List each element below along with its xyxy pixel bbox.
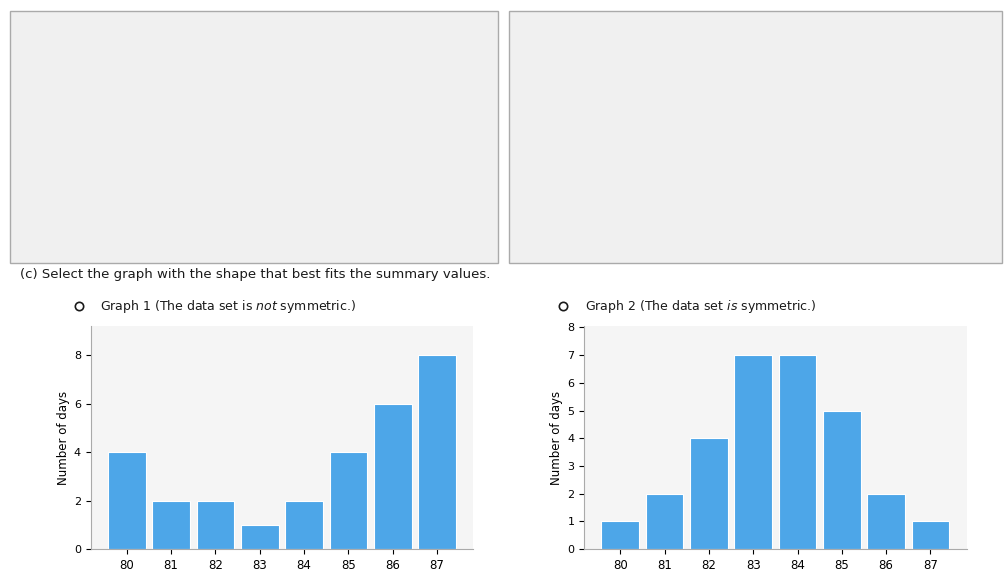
Bar	[196, 500, 235, 549]
Bar	[108, 452, 146, 549]
Text: (b) Select the best description of $\it{center}$ for the data set.: (b) Select the best description of $\it{…	[529, 19, 904, 36]
Text: The difference between the largest and smallest
temperature (in °F) is 31. (This: The difference between the largest and s…	[68, 187, 420, 239]
Y-axis label: Number of days: Number of days	[550, 391, 563, 484]
Text: (a) Select the best description of $\it{spread}$ for the data set.: (a) Select the best description of $\it{…	[29, 19, 408, 36]
Text: Graph 1 (The data set is $\it{not}$ symmetric.): Graph 1 (The data set is $\it{not}$ symm…	[100, 297, 356, 315]
Bar	[601, 522, 639, 549]
Text: Based on the range, we see that the “average”
temperature (in °F) was about 7.: Based on the range, we see that the “ave…	[568, 192, 858, 224]
Bar	[418, 355, 456, 549]
Bar	[690, 438, 728, 549]
Bar	[645, 494, 684, 549]
Bar	[823, 411, 861, 549]
Bar	[911, 522, 950, 549]
Bar	[734, 355, 772, 549]
Bar	[152, 500, 190, 549]
Text: The difference between the largest and smallest
temperature (in °F) is 7. (This : The difference between the largest and s…	[68, 53, 367, 85]
Bar	[867, 494, 905, 549]
Bar	[778, 355, 817, 549]
Bar	[329, 452, 368, 549]
Text: (c) Select the graph with the shape that best fits the summary values.: (c) Select the graph with the shape that…	[20, 268, 490, 281]
Text: The difference between the largest and smallest
temperature (in °F) is 85. (This: The difference between the largest and s…	[68, 121, 367, 153]
Bar	[241, 525, 279, 549]
Text: Based on the IQR, we see that the “average”
temperature (in °F) was about 5.: Based on the IQR, we see that the “avera…	[568, 51, 845, 83]
Bar	[285, 500, 323, 549]
Bar	[374, 404, 412, 549]
Y-axis label: Number of days: Number of days	[56, 391, 69, 484]
Text: Graph 2 (The data set $\it{is}$ symmetric.): Graph 2 (The data set $\it{is}$ symmetri…	[585, 297, 817, 315]
Text: Based on the mean and median, we see that the
“average” temperature (in °F) was : Based on the mean and median, we see tha…	[568, 121, 880, 153]
